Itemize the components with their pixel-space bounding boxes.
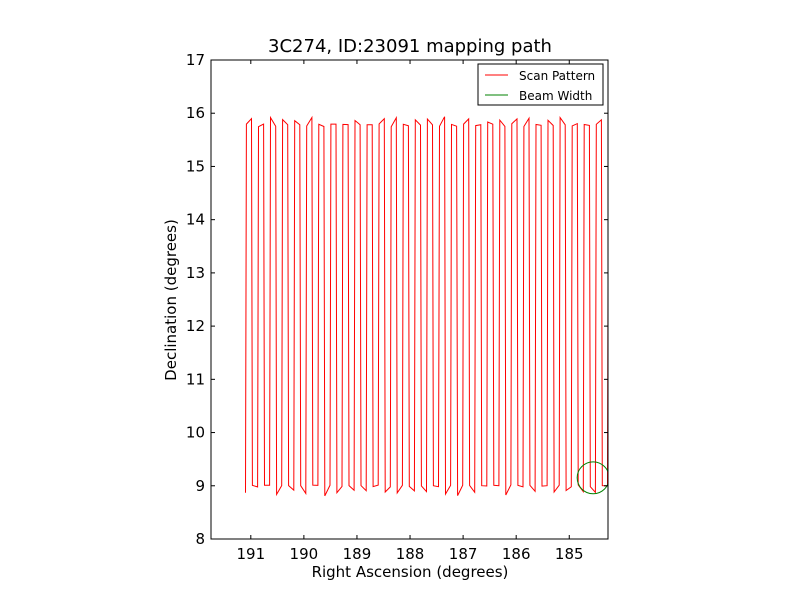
- x-tick-label: 190: [290, 545, 319, 563]
- x-tick-label: 189: [343, 545, 372, 563]
- legend-label-scan-pattern: Scan Pattern: [519, 69, 595, 83]
- y-tick-label: 13: [186, 264, 205, 282]
- legend-box: [477, 63, 604, 106]
- ticks-layer: 191 190 189 188 187 186 185 8 9 10 11 12 13 14 15 16 17: [186, 51, 608, 563]
- plot-frame: [210, 59, 609, 540]
- x-axis-label: Right Ascension (degrees): [312, 563, 509, 581]
- x-tick-label: 188: [396, 545, 425, 563]
- series-layer: [245, 115, 608, 497]
- x-tick-label: 185: [555, 545, 584, 563]
- y-axis-label: Declination (degrees): [162, 219, 180, 381]
- legend-label-beam-width: Beam Width: [519, 89, 592, 103]
- beam-width-circle: [576, 461, 608, 495]
- y-tick-label: 15: [186, 157, 205, 175]
- legend: Scan Pattern Beam Width: [477, 63, 604, 106]
- y-tick-label: 11: [186, 370, 205, 388]
- y-tick-label: 17: [186, 51, 205, 69]
- y-tick-label: 8: [195, 530, 205, 548]
- scan-pattern-line: [245, 115, 608, 497]
- x-tick-label: 186: [502, 545, 531, 563]
- chart-title: 3C274, ID:23091 mapping path: [268, 36, 552, 57]
- y-tick-label: 14: [186, 211, 205, 229]
- y-tick-label: 12: [186, 317, 205, 335]
- x-tick-label: 187: [449, 545, 478, 563]
- y-tick-label: 16: [186, 104, 205, 122]
- x-tick-label: 191: [236, 545, 265, 563]
- y-tick-label: 9: [195, 477, 205, 495]
- y-tick-label: 10: [186, 424, 205, 442]
